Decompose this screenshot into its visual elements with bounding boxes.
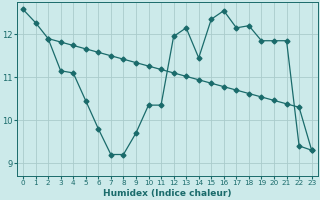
- X-axis label: Humidex (Indice chaleur): Humidex (Indice chaleur): [103, 189, 232, 198]
